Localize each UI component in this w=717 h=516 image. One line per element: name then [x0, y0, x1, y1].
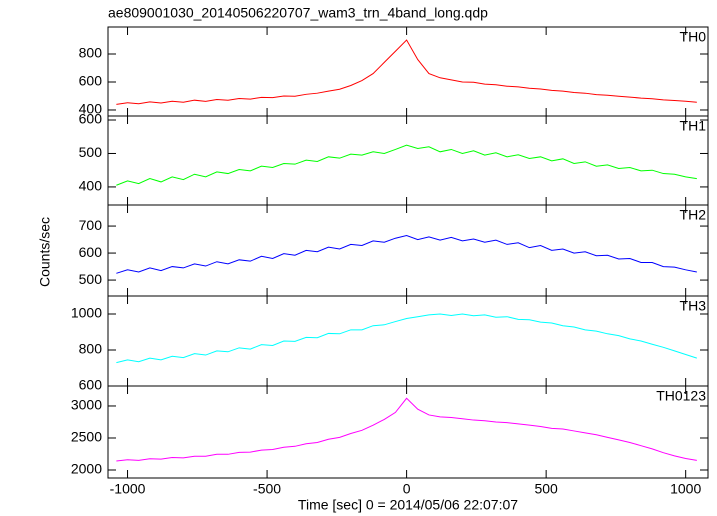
data-line [116, 313, 697, 364]
y-axis-label: Counts/sec [37, 217, 53, 287]
data-line [116, 144, 697, 186]
y-tick-label: 400 [79, 101, 103, 117]
x-tick-label: -1000 [110, 481, 146, 497]
y-tick-label: 800 [79, 341, 103, 357]
chart-title: ae809001030_20140506220707_wam3_trn_4ban… [108, 5, 488, 21]
panel-label: TH0123 [656, 388, 706, 404]
panel-frame [107, 115, 709, 206]
y-tick-label: 400 [79, 178, 103, 194]
data-line [116, 234, 697, 274]
y-tick-label: 3000 [71, 397, 102, 413]
panel-frame [107, 26, 709, 117]
panel-frame [107, 385, 709, 479]
data-line [116, 39, 697, 105]
y-tick-label: 500 [79, 271, 103, 287]
panel-label: TH0 [680, 29, 707, 45]
data-line [116, 397, 697, 462]
panel-frame [107, 295, 709, 387]
y-tick-label: 2500 [71, 429, 102, 445]
x-axis-label: Time [sec] 0 = 2014/05/06 22:07:07 [298, 497, 518, 513]
y-tick-label: 500 [79, 144, 103, 160]
y-tick-label: 1000 [71, 305, 102, 321]
y-tick-label: 600 [79, 111, 103, 127]
x-tick-label: 500 [534, 481, 558, 497]
panel-label: TH3 [680, 298, 707, 314]
y-tick-label: 600 [79, 377, 103, 393]
y-tick-label: 2000 [71, 461, 102, 477]
y-tick-label: 800 [79, 45, 103, 61]
panel-label: TH1 [680, 118, 707, 134]
x-tick-label: 0 [403, 481, 411, 497]
panel-label: TH2 [680, 207, 707, 223]
x-tick-label: -500 [253, 481, 281, 497]
y-tick-label: 600 [79, 73, 103, 89]
panel-frame [107, 204, 709, 297]
y-tick-label: 700 [79, 217, 103, 233]
x-tick-label: 1000 [670, 481, 701, 497]
y-tick-label: 600 [79, 244, 103, 260]
